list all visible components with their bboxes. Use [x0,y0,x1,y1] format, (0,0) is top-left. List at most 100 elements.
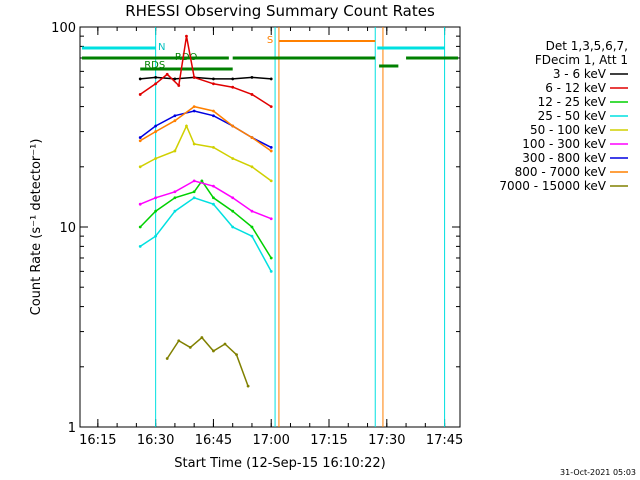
x-tick-label: 16:30 [137,433,174,448]
rdo-label: RDO [175,52,198,63]
data-point [231,225,235,229]
data-point [154,234,158,238]
data-point [188,346,192,349]
data-point [154,82,158,86]
data-point [154,130,158,133]
data-point [177,84,181,87]
data-point [231,124,235,128]
data-point [173,190,177,194]
x-tick-label: 17:00 [252,433,289,448]
data-point [173,209,177,213]
data-point [231,77,235,81]
y-axis-ticks: 1 10 100 [51,21,460,436]
series-line [166,336,249,387]
data-point [250,209,254,213]
data-point [192,190,196,194]
data-point [138,136,142,139]
data-point [192,142,196,146]
series-line [139,36,272,108]
data-point [212,349,215,353]
x-tick-label: 16:15 [79,433,116,448]
data-point [269,146,273,149]
data-point [269,77,273,81]
data-point [138,165,142,169]
legend-entry-label: 800 - 7000 keV [515,165,607,179]
legend-entry-label: 12 - 25 keV [538,95,607,109]
data-point [185,124,188,128]
legend-entry-label: 300 - 800 keV [522,151,606,165]
data-point [173,77,177,81]
data-point [212,77,215,81]
data-point [192,109,196,113]
data-point [212,184,215,188]
x-tick-label: 16:45 [195,433,232,448]
data-point [223,342,227,346]
data-point [138,225,142,229]
data-point [235,353,238,357]
data-point [138,244,142,248]
data-point [250,136,254,139]
series-lines [138,34,273,388]
legend-entry-label: 3 - 6 keV [553,67,607,81]
data-point [192,105,196,108]
data-point [165,72,169,76]
data-point [250,93,254,96]
data-point [269,105,273,108]
data-point [212,146,215,149]
series-line [139,179,272,259]
x-tick-label: 17:45 [426,433,463,448]
x-axis-ticks: 16:15 16:30 16:45 17:00 17:15 17:30 17:45 [79,27,463,448]
data-point [231,196,235,200]
data-point [250,165,254,169]
legend-entry-label: 25 - 50 keV [538,109,607,123]
data-point [250,225,254,229]
data-point [231,157,235,160]
y-tick-label: 100 [51,21,76,36]
data-point [138,202,142,206]
series-line [139,196,272,272]
legend-entry-label: 50 - 100 keV [530,123,607,137]
data-point [212,202,215,206]
series-line [139,124,272,182]
plot-frame [79,26,461,428]
series-line [139,180,272,220]
data-point [246,384,250,388]
series-line [140,76,272,80]
legend-header-line-2: FDecim 1, Att 1 [535,53,628,67]
x-tick-label: 17:15 [310,433,347,448]
data-point [269,269,273,273]
data-point [212,109,215,113]
data-point [173,196,177,200]
legend-entry-label: 6 - 12 keV [545,81,607,95]
data-point [154,209,158,213]
legend: Det 1,3,5,6,7, FDecim 1, Att 1 3 - 6 keV… [499,39,628,193]
x-axis-label: Start Time (12-Sep-15 16:10:22) [174,456,385,471]
data-point [138,93,142,96]
chart-title: RHESSI Observing Summary Count Rates [125,2,435,20]
data-point [212,196,215,200]
data-point [173,119,177,123]
legend-entry-label: 100 - 300 keV [522,137,606,151]
data-point [200,179,204,183]
x-tick-label: 17:30 [368,433,405,448]
data-point [250,75,254,79]
data-point [154,196,158,200]
data-point [192,179,196,183]
data-point [192,75,196,79]
data-point [212,114,215,118]
data-point [269,256,273,260]
y-tick-label: 10 [59,221,76,236]
y-axis-label: Count Rate (s⁻¹ detector⁻¹) [29,139,44,316]
observing-markers: N S RDO RDS [82,27,458,427]
data-point [138,139,142,143]
data-point [165,357,169,360]
legend-header-line-1: Det 1,3,5,6,7, [546,39,628,53]
data-point [173,149,177,153]
data-point [231,85,235,89]
rds-label: RDS [144,60,165,71]
series-line [139,105,272,152]
night-label: N [158,42,165,53]
data-point [250,234,254,238]
data-point [154,157,158,160]
